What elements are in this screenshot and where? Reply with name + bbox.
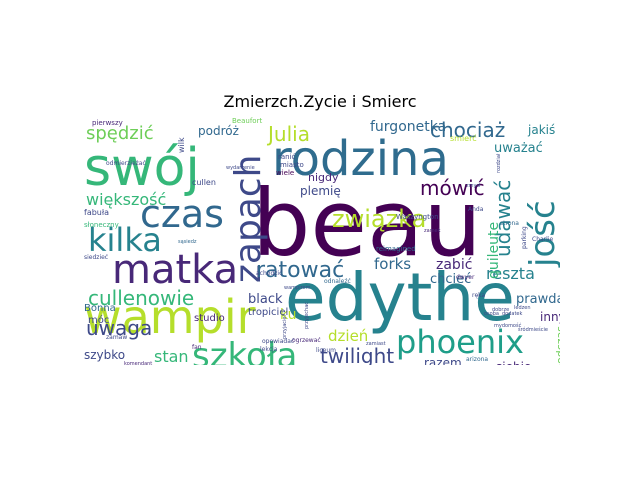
- word-88: przyjaciel: [282, 315, 288, 339]
- word-72: opowiadać: [262, 338, 294, 345]
- word-92: zmysł: [466, 183, 481, 189]
- chart-title: Zmierzch.Zycie i Smierc: [223, 92, 417, 111]
- word-53: miasto: [280, 161, 304, 169]
- word-66: strona: [500, 220, 519, 227]
- word-13: ratować: [256, 258, 344, 283]
- word-76: mydomość: [494, 322, 522, 329]
- word-85: wydarzenie: [226, 165, 255, 171]
- word-11: jość: [523, 200, 560, 268]
- word-30: quileute: [486, 222, 502, 279]
- word-75: arizona: [466, 356, 488, 363]
- word-81: siedzieć: [84, 254, 108, 261]
- word-73: lekcja: [260, 346, 278, 353]
- word-95: zamiast: [366, 341, 386, 347]
- word-27: forks: [374, 255, 411, 273]
- word-54: Beaufort: [232, 117, 262, 125]
- word-50: cullen: [192, 178, 216, 187]
- word-9: phoenix: [396, 323, 524, 361]
- word-80: sąsiedz: [178, 239, 197, 245]
- word-14: cullenowie: [88, 286, 194, 310]
- word-87: przyjechać: [303, 302, 310, 329]
- word-2: rodzina: [272, 131, 449, 187]
- word-19: mówić: [420, 176, 485, 200]
- word-56: słoneczny: [84, 221, 119, 229]
- word-18: zostawać: [558, 190, 560, 301]
- word-5: matka: [112, 247, 238, 293]
- word-62: dwyer: [456, 274, 475, 281]
- word-32: prawda: [516, 292, 560, 307]
- word-69: ogrzewać: [292, 337, 321, 344]
- word-10: kilka: [88, 221, 162, 259]
- word-65: parking: [521, 226, 528, 249]
- word-84: odmierzieżać: [106, 160, 146, 167]
- word-35: chcieć: [430, 272, 471, 287]
- word-23: większość: [86, 190, 166, 209]
- word-94: wampirem: [284, 285, 311, 291]
- word-77: śródmieście: [518, 326, 548, 333]
- word-17: chociaż: [430, 118, 505, 142]
- word-28: zabić: [436, 257, 472, 273]
- word-83: zamaw: [106, 334, 127, 341]
- word-44: nigdy: [308, 171, 339, 184]
- word-49: fabuła: [84, 208, 109, 217]
- word-43: podczas: [554, 326, 560, 365]
- word-57: ranić: [278, 153, 296, 161]
- word-55: pierwszy: [92, 119, 123, 127]
- word-15: uwaga: [86, 316, 152, 340]
- word-82: achodzić: [256, 270, 282, 277]
- word-16: Julia: [266, 122, 310, 146]
- word-58: wiele: [276, 169, 294, 177]
- word-42: inny: [540, 310, 560, 324]
- word-47: tropiciel: [248, 307, 288, 318]
- word-22: spędzić: [86, 123, 154, 144]
- word-46: Bonna: [84, 303, 116, 314]
- word-61: Anda: [468, 206, 484, 213]
- word-7: czas: [140, 192, 224, 236]
- word-37: siebie: [496, 360, 531, 365]
- word-90: osoba: [484, 311, 499, 317]
- word-0: beau: [252, 170, 482, 277]
- word-89: dodatek: [502, 311, 523, 317]
- word-41: szybko: [84, 348, 125, 362]
- word-29: furgonetka: [370, 119, 446, 135]
- word-52: wilk: [177, 137, 186, 153]
- word-79: zamek: [424, 228, 441, 234]
- word-4: wampir: [84, 290, 256, 344]
- word-34: ku: [280, 307, 297, 323]
- word-59: Waszyngton: [396, 213, 439, 221]
- word-78: komendant: [124, 361, 152, 365]
- word-70: fan: [192, 344, 202, 351]
- word-64: Charlie: [532, 236, 553, 243]
- word-6: zapach: [228, 155, 269, 283]
- word-33: black: [248, 292, 283, 307]
- word-93: rozdział: [496, 153, 502, 173]
- word-36: razem: [424, 356, 462, 365]
- word-1: edythe: [285, 259, 515, 336]
- word-8: szkoła: [192, 336, 297, 365]
- word-26: dzień: [328, 327, 368, 345]
- word-12: związka: [332, 205, 426, 233]
- word-40: plemię: [300, 184, 341, 198]
- word-74: odnaleźć: [324, 278, 351, 285]
- word-60: reimagined: [376, 245, 416, 253]
- word-71: liceum: [316, 347, 336, 354]
- word-91: dobrze: [492, 307, 509, 313]
- word-20: udawać: [491, 180, 515, 257]
- word-3: swój: [84, 138, 200, 198]
- word-38: podróż: [198, 124, 239, 138]
- word-63: ręka: [472, 292, 486, 299]
- word-86: ledzen: [514, 305, 531, 311]
- word-31: uważać: [494, 141, 543, 156]
- word-48: móc: [88, 314, 109, 326]
- word-45: studio: [194, 313, 225, 324]
- word-39: jakiś: [527, 123, 555, 137]
- word-24: stan: [154, 347, 189, 365]
- word-25: reszta: [486, 264, 535, 283]
- word-cloud: beau edythe rodzina swój wampir matka zapach cz…: [80, 115, 560, 365]
- word-51: smierć: [450, 133, 477, 143]
- word-21: twilight: [320, 344, 394, 365]
